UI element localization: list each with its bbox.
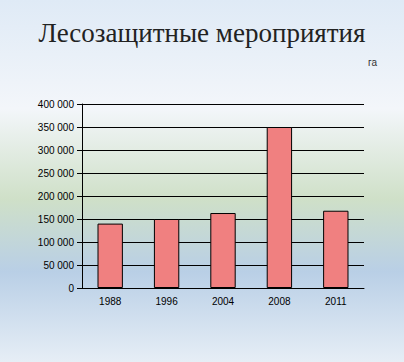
svg-text:Лесозащитные мероприятия: Лесозащитные мероприятия [39, 18, 366, 48]
svg-text:50 000: 50 000 [43, 260, 74, 271]
svg-text:150 000: 150 000 [38, 214, 75, 225]
svg-text:250 000: 250 000 [38, 168, 75, 179]
svg-text:300 000: 300 000 [38, 145, 75, 156]
svg-text:1988: 1988 [99, 296, 122, 307]
svg-text:2004: 2004 [212, 296, 235, 307]
svg-text:100 000: 100 000 [38, 237, 75, 248]
svg-text:200 000: 200 000 [38, 191, 75, 202]
svg-text:га: га [368, 57, 377, 68]
svg-text:2008: 2008 [268, 296, 291, 307]
svg-text:400 000: 400 000 [38, 99, 75, 110]
svg-text:1996: 1996 [155, 296, 178, 307]
svg-text:2011: 2011 [325, 296, 347, 307]
svg-text:0: 0 [68, 283, 74, 294]
svg-text:350 000: 350 000 [38, 122, 75, 133]
